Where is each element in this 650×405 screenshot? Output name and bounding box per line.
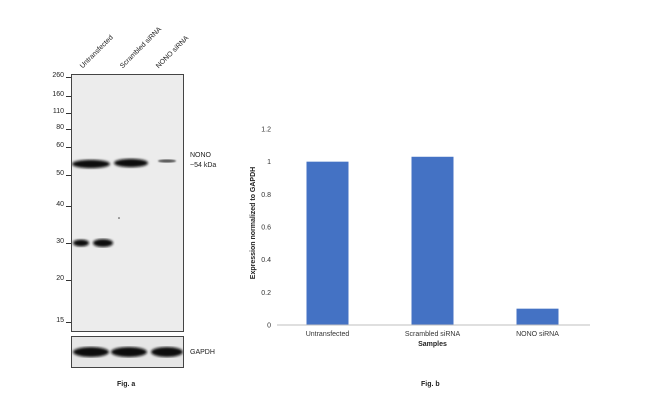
y-axis-ticks: 0 0.2 0.4 0.6 0.8 1 1.2 (261, 127, 271, 330)
y-tick-label: 0.8 (261, 192, 271, 199)
mw-marker-30: 30 (56, 238, 64, 245)
band-nono-scrambled (114, 158, 148, 168)
loading-control-label: GAPDH (190, 349, 215, 356)
band-nono-sirna (158, 159, 176, 163)
mw-tick (66, 129, 71, 130)
y-tick-label: 0.2 (261, 290, 271, 297)
blot-membrane (71, 74, 184, 332)
mw-tick (66, 243, 71, 244)
x-tick-label: Untransfected (306, 331, 350, 338)
mw-marker-60: 60 (56, 142, 64, 149)
mw-marker-40: 40 (56, 201, 64, 208)
y-tick-label: 0 (267, 323, 271, 330)
mw-marker-110: 110 (52, 108, 64, 115)
bar (516, 308, 559, 325)
band-nono-untransfected (72, 159, 110, 169)
lane-label-untransfected: Untransfected (79, 34, 115, 70)
blot-bands (72, 158, 176, 247)
band-gapdh-scrambled (111, 347, 147, 357)
mw-tick (66, 175, 71, 176)
x-axis-ticks: Untransfected Scrambled siRNA NONO siRNA (306, 331, 560, 338)
mw-tick (66, 322, 71, 323)
lane-label-nono-sirna: NONO siRNA (155, 34, 191, 70)
mw-tick (66, 206, 71, 207)
mw-tick (66, 280, 71, 281)
mw-tick (66, 147, 71, 148)
bar (306, 161, 349, 325)
gapdh-blot-membrane (71, 336, 184, 368)
y-tick-label: 0.6 (261, 225, 271, 232)
y-axis-title: Expression normalized to GAPDH (250, 167, 257, 279)
y-tick-label: 0.4 (261, 257, 271, 264)
mw-tick (66, 113, 71, 114)
mw-marker-80: 80 (56, 124, 64, 131)
y-tick-label: 1.2 (261, 127, 271, 134)
figure-a-caption: Fig. a (117, 381, 136, 388)
y-tick-label: 1 (267, 159, 271, 166)
mw-marker-260: 260 (52, 72, 64, 79)
mw-marker-160: 160 (52, 91, 64, 98)
band-30kda-lane1b (93, 239, 113, 247)
target-protein-label: NONO (190, 152, 211, 159)
mw-tick (66, 77, 71, 78)
x-tick-label: NONO siRNA (516, 331, 559, 338)
mw-marker-15: 15 (56, 317, 64, 324)
bar (411, 156, 454, 325)
x-axis-title: Samples (418, 341, 447, 348)
target-size-label: ~54 kDa (190, 162, 217, 169)
band-gapdh-nono-sirna (151, 347, 183, 357)
figure-b-caption: Fig. b (421, 381, 440, 388)
x-tick-label: Scrambled siRNA (405, 331, 461, 338)
gapdh-bands (73, 347, 183, 357)
bar-chart: Expression normalized to GAPDH 0 0.2 0.4 0.… (250, 127, 590, 348)
band-30kda-untransfected (73, 239, 89, 247)
mw-tick (66, 96, 71, 97)
mw-marker-20: 20 (56, 275, 64, 282)
bars (306, 156, 559, 325)
mw-marker-50: 50 (56, 170, 64, 177)
bar-chart-figure: Expression normalized to GAPDH 0 0.2 0.4 0.… (245, 110, 605, 360)
band-gapdh-untransfected (73, 347, 109, 357)
